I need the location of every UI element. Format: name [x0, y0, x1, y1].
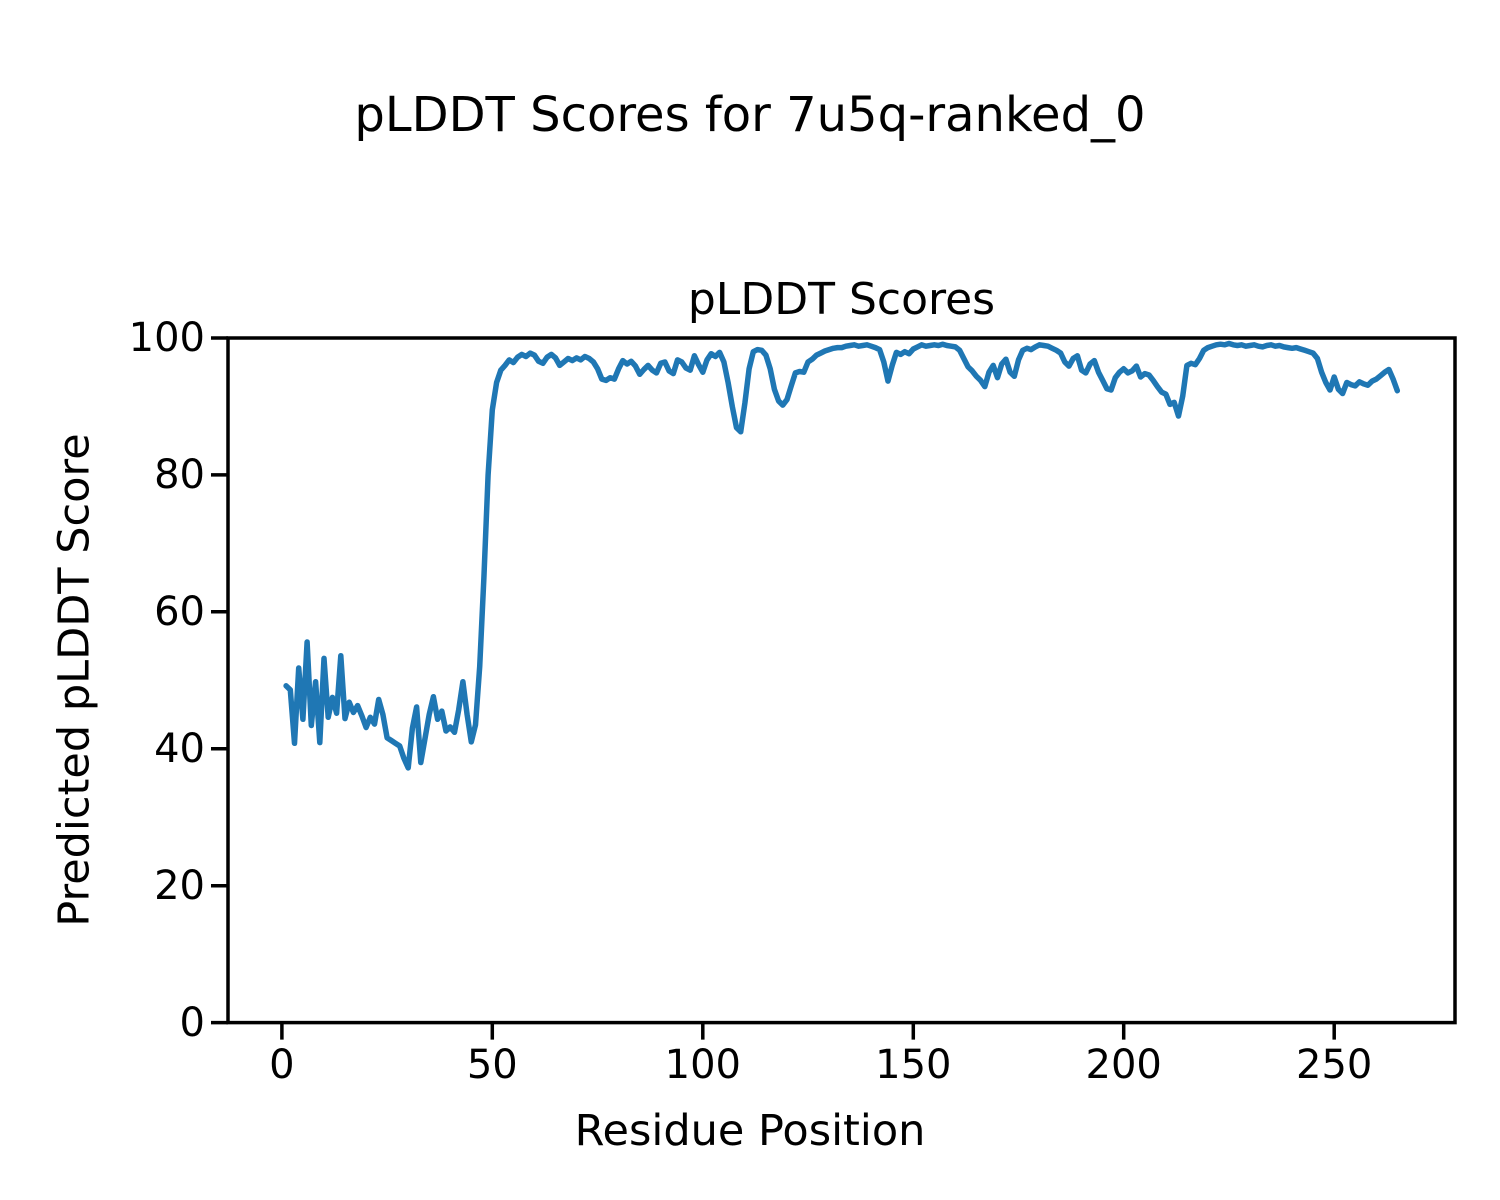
- x-axis-label: Residue Position: [574, 1106, 926, 1156]
- axes-frame: [226, 336, 1457, 1025]
- axes-title: pLDDT Scores: [687, 274, 996, 325]
- figure-suptitle: pLDDT Scores for 7u5q-ranked_0: [354, 87, 1146, 143]
- tick-marks: [211, 336, 1336, 1040]
- plddt-line-series: [283, 340, 1401, 771]
